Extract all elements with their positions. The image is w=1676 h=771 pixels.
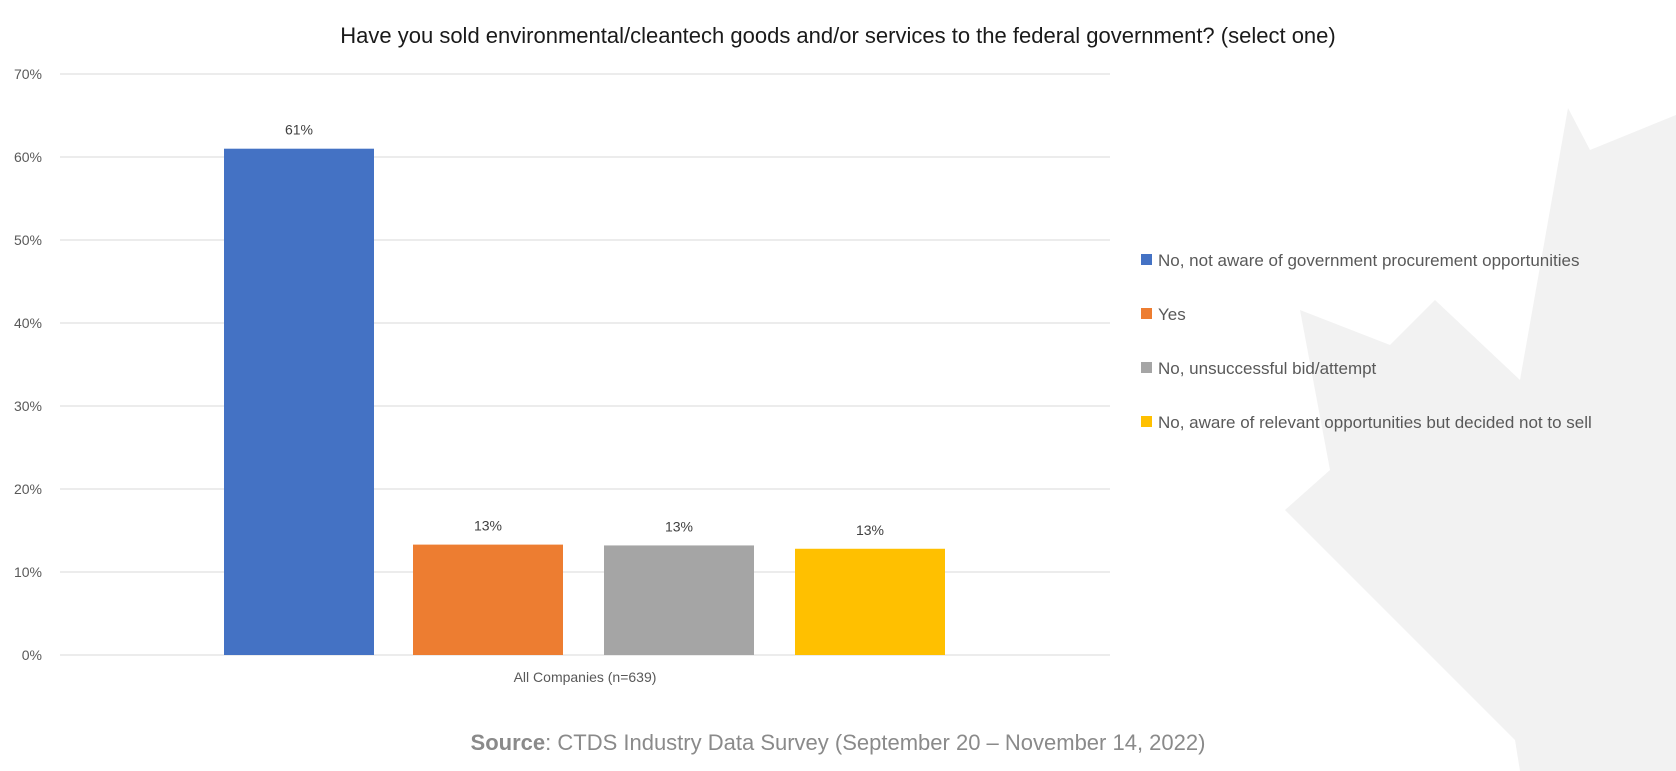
legend-swatch (1141, 254, 1152, 265)
legend-label: No, not aware of government procurement … (1158, 251, 1579, 270)
bar-3 (604, 545, 754, 655)
chart-title: Have you sold environmental/cleantech go… (340, 23, 1335, 48)
data-labels: 61% 13% 13% 13% (285, 122, 884, 538)
legend-swatch (1141, 308, 1152, 319)
category-label: All Companies (n=639) (514, 669, 657, 685)
source-note: Source: CTDS Industry Data Survey (Septe… (0, 730, 1676, 756)
data-label: 13% (856, 522, 884, 538)
y-tick-label: 60% (14, 149, 42, 165)
legend-label: No, aware of relevant opportunities but … (1158, 413, 1592, 432)
legend-swatch (1141, 416, 1152, 427)
source-text: : CTDS Industry Data Survey (September 2… (545, 730, 1206, 755)
y-tick-label: 50% (14, 232, 42, 248)
legend-item: No, unsuccessful bid/attempt (1141, 359, 1377, 378)
source-label: Source (470, 730, 546, 755)
y-tick-label: 30% (14, 398, 42, 414)
bar-1 (224, 148, 374, 655)
legend-item: No, aware of relevant opportunities but … (1141, 413, 1592, 432)
legend-item: No, not aware of government procurement … (1141, 251, 1579, 270)
data-label: 13% (665, 518, 693, 534)
legend-label: Yes (1158, 305, 1186, 324)
legend-label: No, unsuccessful bid/attempt (1158, 359, 1377, 378)
y-tick-label: 20% (14, 481, 42, 497)
gridlines (60, 73, 1110, 656)
y-axis: 0% 10% 20% 30% 40% 50% 60% 70% (14, 66, 42, 663)
bar-4 (795, 548, 945, 655)
legend-item: Yes (1141, 305, 1186, 324)
data-label: 61% (285, 122, 313, 138)
y-tick-label: 10% (14, 564, 42, 580)
y-tick-label: 70% (14, 66, 42, 82)
legend-swatch (1141, 362, 1152, 373)
legend: No, not aware of government procurement … (1141, 251, 1592, 432)
y-tick-label: 0% (22, 647, 42, 663)
maple-leaf-shape (1285, 108, 1676, 771)
y-tick-label: 40% (14, 315, 42, 331)
data-label: 13% (474, 518, 502, 534)
bar-2 (413, 544, 563, 655)
bars (224, 148, 945, 655)
